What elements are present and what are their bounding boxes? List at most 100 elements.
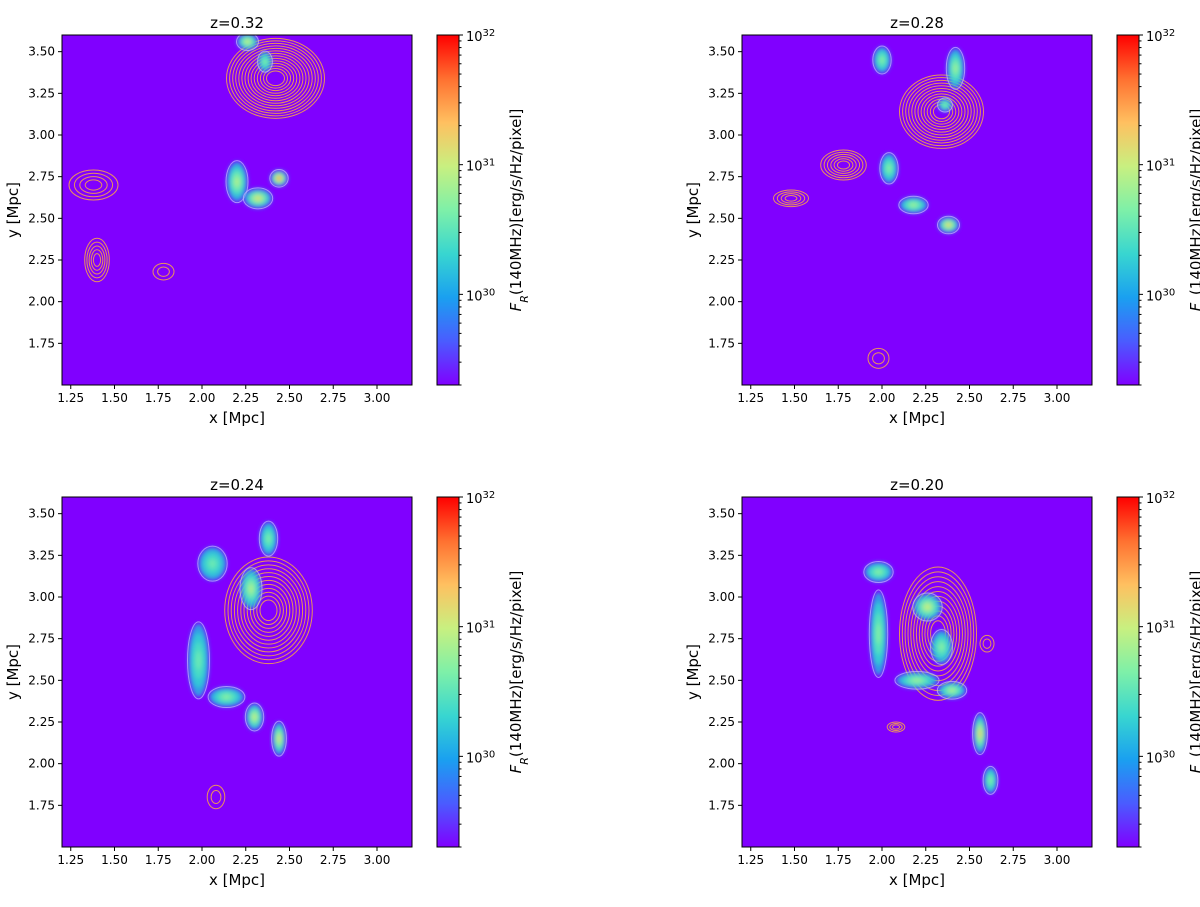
radio-source xyxy=(237,35,258,50)
radio-source xyxy=(983,767,998,794)
radio-source xyxy=(873,46,891,74)
gas-contour xyxy=(246,583,291,637)
panel-2: 1.25 1.50 1.75 2.00 2.25 2.50 2.75 3.00 1.75 2.00… xyxy=(684,14,1200,427)
gas-contour xyxy=(823,151,864,179)
gas-contour xyxy=(92,253,102,267)
gas-contour xyxy=(84,179,103,191)
radio-source xyxy=(869,591,888,676)
y-axis-label: y [Mpc] xyxy=(684,182,702,238)
x-tick-label: 1.25 xyxy=(57,853,84,867)
colorbar-tick-label: 1032 xyxy=(1146,490,1175,508)
gas-contour xyxy=(901,571,975,696)
x-tick-label: 2.25 xyxy=(232,391,259,405)
x-tick-label: 2.50 xyxy=(276,853,303,867)
gas-contour xyxy=(249,587,288,633)
y-tick-label: 3.25 xyxy=(708,548,735,562)
gas-contour xyxy=(224,556,313,665)
colorbar-tick-label: 1031 xyxy=(1146,157,1175,175)
gas-contour xyxy=(210,790,222,804)
gas-contour xyxy=(889,723,903,731)
colorbar-tick-label: 1030 xyxy=(1146,749,1175,767)
y-tick-label: 3.00 xyxy=(708,128,735,142)
radio-source xyxy=(938,216,959,234)
radio-source xyxy=(245,703,264,731)
x-tick-label: 1.25 xyxy=(737,391,764,405)
y-tick-label: 1.75 xyxy=(708,798,735,812)
y-axis-label: y [Mpc] xyxy=(4,182,22,238)
gas-contour xyxy=(259,599,278,622)
y-tick-label: 3.00 xyxy=(708,590,735,604)
colorbar: 1030 1031 1032 FR(140MHz)[erg/s/Hz/pixel] xyxy=(1116,490,1200,848)
gas-contour xyxy=(917,90,966,133)
panel-title: z=0.32 xyxy=(210,14,264,32)
x-axis-label: x [Mpc] xyxy=(209,409,265,427)
x-axis-label: x [Mpc] xyxy=(889,871,945,889)
y-axis-label: y [Mpc] xyxy=(684,644,702,700)
y-tick-label: 3.50 xyxy=(28,507,55,521)
colorbar-gradient xyxy=(436,496,460,848)
panel-3: 1.25 1.50 1.75 2.00 2.25 2.50 2.75 3.00 1.75 2.00… xyxy=(4,476,531,889)
gas-contour xyxy=(152,262,175,281)
radio-source xyxy=(938,98,952,112)
y-tick-label: 2.50 xyxy=(28,673,55,687)
gas-contour xyxy=(263,68,288,89)
gas-contour xyxy=(227,560,310,661)
x-tick-label: 1.75 xyxy=(145,853,172,867)
colorbar-gradient xyxy=(1116,34,1140,386)
gas-contour xyxy=(241,50,310,107)
x-axis-label: x [Mpc] xyxy=(889,409,945,427)
radio-source xyxy=(198,546,227,581)
gas-contour xyxy=(206,784,226,810)
radio-source xyxy=(896,672,938,689)
y-tick-label: 2.25 xyxy=(28,715,55,729)
panel-title: z=0.20 xyxy=(890,476,944,494)
y-tick-label: 2.75 xyxy=(28,632,55,646)
y-tick-label: 2.00 xyxy=(708,295,735,309)
radio-source xyxy=(946,48,965,89)
gas-contour xyxy=(230,564,307,657)
gas-contour xyxy=(243,579,294,641)
x-tick-label: 2.75 xyxy=(1000,853,1027,867)
colorbar-gradient xyxy=(1116,496,1140,848)
panel-title: z=0.24 xyxy=(210,476,264,494)
axes-frame xyxy=(741,496,1093,848)
x-tick-label: 3.00 xyxy=(364,853,391,867)
y-tick-label: 3.25 xyxy=(28,548,55,562)
radio-source xyxy=(270,170,288,187)
colorbar-tick-label: 1030 xyxy=(466,287,495,305)
colorbar: 1030 1031 1032 FR(140MHz)[erg/s/Hz/pixel] xyxy=(436,490,531,848)
x-tick-label: 2.00 xyxy=(189,853,216,867)
gas-contour xyxy=(908,82,975,141)
x-tick-label: 2.25 xyxy=(912,391,939,405)
y-tick-label: 2.75 xyxy=(708,632,735,646)
radio-source xyxy=(931,630,952,664)
x-tick-label: 3.00 xyxy=(1044,391,1071,405)
colorbar-label: FR(140MHz)[erg/s/Hz/pixel] xyxy=(1187,571,1200,774)
y-tick-label: 3.25 xyxy=(28,86,55,100)
gas-contour xyxy=(253,591,284,629)
gas-contour xyxy=(266,70,285,87)
y-tick-label: 2.00 xyxy=(28,757,55,771)
radio-source xyxy=(272,721,286,756)
x-tick-label: 1.75 xyxy=(825,391,852,405)
gas-contour xyxy=(902,77,981,147)
gas-contour xyxy=(237,572,300,649)
gas-contour xyxy=(886,721,906,733)
gas-contour xyxy=(830,156,857,174)
radio-source xyxy=(864,562,893,582)
gas-contour xyxy=(226,37,325,119)
panel-1: 1.25 1.50 1.75 2.00 2.25 2.50 2.75 3.00 1.75 2.00… xyxy=(4,14,531,427)
gas-contour xyxy=(872,352,885,365)
gas-contour xyxy=(836,160,851,170)
radio-source xyxy=(938,682,966,699)
gas-contour xyxy=(913,590,963,677)
colorbar-tick-label: 1030 xyxy=(466,749,495,767)
gas-contour xyxy=(982,638,992,649)
axes-frame xyxy=(741,34,1093,386)
panel-4: 1.25 1.50 1.75 2.00 2.25 2.50 2.75 3.00 1.75 2.00… xyxy=(684,476,1200,889)
gas-contour xyxy=(907,581,969,687)
gas-contour xyxy=(826,153,861,177)
y-tick-label: 3.50 xyxy=(708,45,735,59)
radio-source xyxy=(880,153,898,184)
